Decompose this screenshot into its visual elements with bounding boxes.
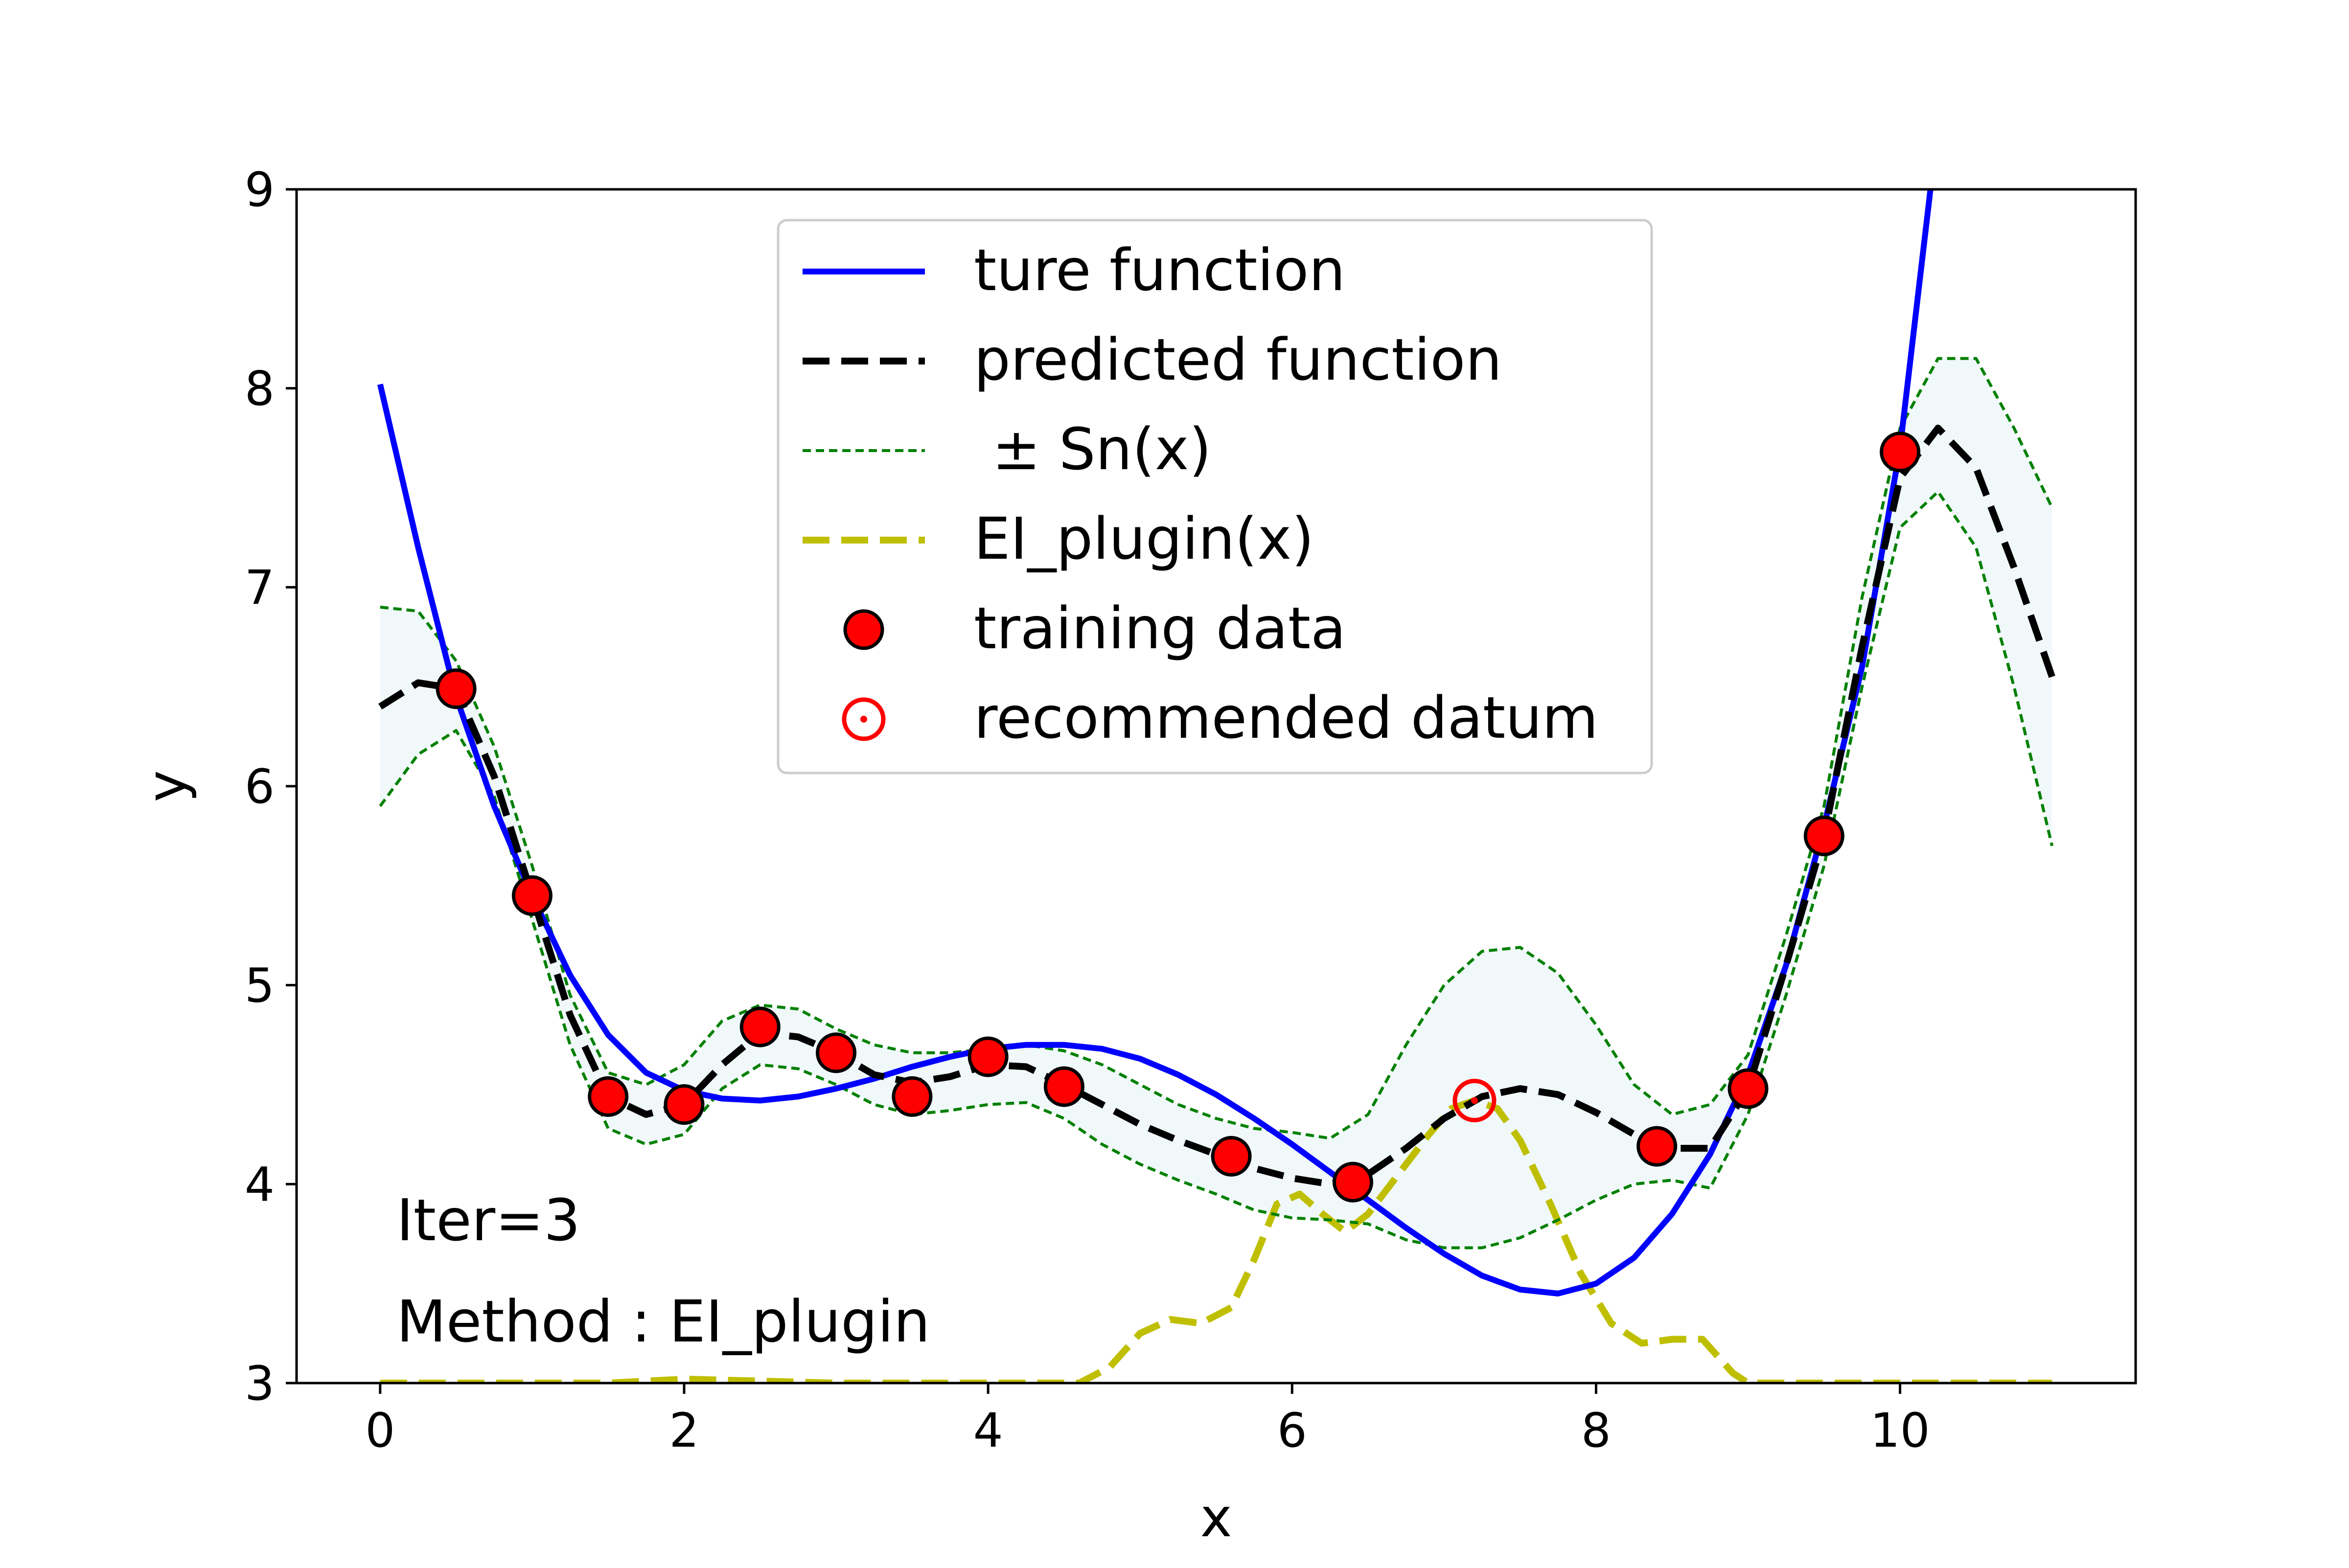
x-tick-label: 8: [1581, 1403, 1611, 1458]
legend-label-recommended-datum: recommended datum: [974, 684, 1598, 751]
legend: ture function predicted function ± Sn(x)…: [777, 219, 1653, 774]
legend-marker-recommended-datum-center: [860, 716, 867, 723]
training-data-point: [511, 875, 553, 916]
legend-label-true-function: ture function: [974, 236, 1345, 304]
annotation-method: Method : EI_plugin: [396, 1288, 930, 1355]
y-tick-label: 3: [245, 1356, 275, 1411]
y-tick-label: 4: [245, 1157, 275, 1212]
series-true-function: [377, 189, 1934, 1296]
training-data-point: [664, 1084, 705, 1125]
series-sn-lower: [379, 490, 2054, 1250]
y-tick-label: 9: [245, 162, 275, 217]
training-data-point: [892, 1076, 933, 1117]
uncertainty-band: [380, 358, 2052, 1248]
training-data-point: [739, 1006, 781, 1047]
legend-marker-recommended-datum: [842, 697, 886, 741]
legend-marker-training-data: [843, 609, 884, 650]
x-tick-label: 6: [1277, 1403, 1307, 1458]
recommended-datum-point: [1452, 1079, 1497, 1123]
x-axis-label: x: [1200, 1486, 1232, 1549]
series-ei-plugin: [380, 1097, 2052, 1383]
training-data-point: [1211, 1136, 1252, 1177]
training-data-point: [1333, 1161, 1374, 1203]
y-axis-label: y: [135, 770, 198, 802]
legend-box: [777, 219, 1653, 774]
axis-ticks: 0 2 4 6 8 10 3 4 5 6 7 8 9: [245, 162, 1930, 1458]
x-tick-label: 10: [1870, 1403, 1930, 1458]
y-tick-label: 8: [245, 362, 275, 416]
training-data-point: [1880, 432, 1921, 473]
recommended-datum-center: [1471, 1097, 1478, 1104]
legend-label-predicted-function: predicted function: [974, 326, 1502, 393]
training-data-point: [588, 1076, 629, 1117]
training-data-point: [816, 1032, 857, 1073]
training-data-point: [436, 668, 477, 709]
training-data-point: [1727, 1068, 1769, 1109]
y-tick-label: 6: [245, 759, 275, 814]
training-data-point: [967, 1036, 1009, 1077]
training-data-point: [1803, 816, 1844, 857]
y-tick-label: 7: [245, 560, 275, 615]
annotation-iteration: Iter=3: [396, 1186, 580, 1254]
legend-label-ei: EI_plugin(x): [974, 505, 1314, 572]
x-tick-label: 4: [973, 1403, 1003, 1458]
training-data-point: [1043, 1066, 1084, 1107]
legend-label-training-data: training data: [974, 594, 1346, 662]
legend-label-sn: ± Sn(x): [974, 415, 1211, 483]
x-tick-label: 0: [365, 1403, 395, 1458]
plot-area: [377, 189, 2055, 1383]
y-tick-label: 5: [245, 958, 275, 1013]
x-tick-label: 2: [669, 1403, 699, 1458]
training-data-point: [1636, 1126, 1678, 1167]
